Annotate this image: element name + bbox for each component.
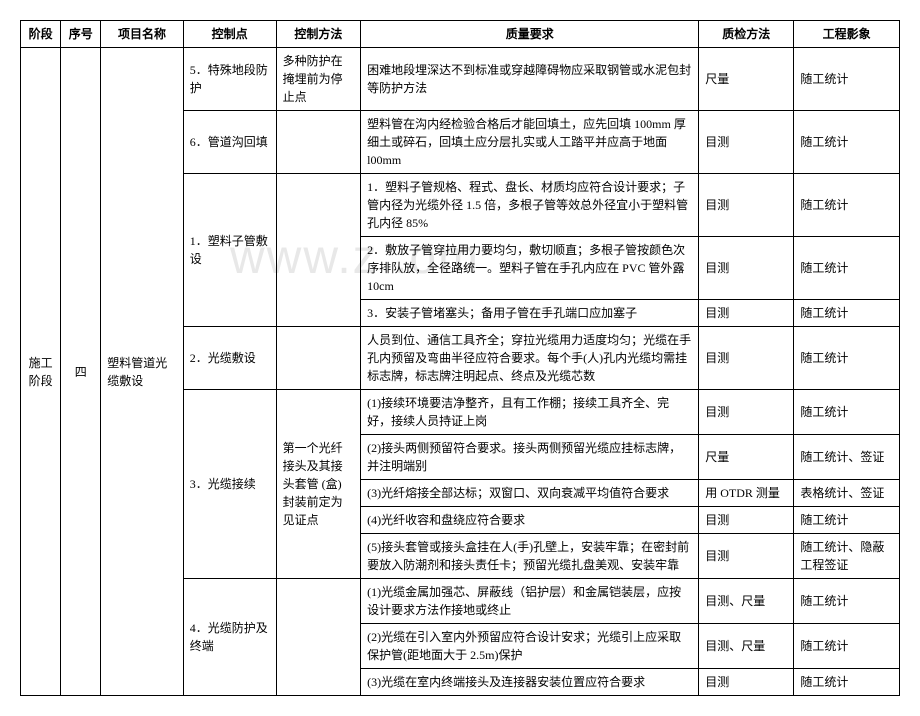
inspect-cell: 尺量: [699, 48, 794, 111]
ctrl-point-cell: 3．光缆接续: [183, 390, 276, 579]
project-cell: 随工统计: [794, 507, 900, 534]
ctrl-point-cell: 5．特殊地段防护: [183, 48, 276, 111]
quality-cell: 困难地段埋深达不到标准或穿越障碍物应采取钢管或水泥包封等防护方法: [361, 48, 699, 111]
project-cell: 随工统计: [794, 300, 900, 327]
inspect-cell: 目测: [699, 534, 794, 579]
quality-cell: (2)光缆在引入室内外预留应符合设计安求；光缆引上应采取保护管(距地面大于 2.…: [361, 624, 699, 669]
quality-cell: (3)光纤熔接全部达标；双窗口、双向衰减平均值符合要求: [361, 480, 699, 507]
inspect-cell: 目测: [699, 174, 794, 237]
project-cell: 表格统计、签证: [794, 480, 900, 507]
inspect-cell: 目测: [699, 237, 794, 300]
quality-cell: 人员到位、通信工具齐全；穿拉光缆用力适度均匀；光缆在手孔内预留及弯曲半径应符合要…: [361, 327, 699, 390]
quality-cell: (2)接头两侧预留符合要求。接头两侧预留光缆应挂标志牌，并注明端别: [361, 435, 699, 480]
project-cell: 随工统计: [794, 390, 900, 435]
project-cell: 随工统计: [794, 327, 900, 390]
quality-cell: (5)接头套管或接头盒挂在人(手)孔壁上，安装牢靠；在密封前要放入防潮剂和接头责…: [361, 534, 699, 579]
project-cell: 随工统计: [794, 111, 900, 174]
item-cell: 塑料管道光缆敷设: [101, 48, 183, 696]
project-cell: 随工统计: [794, 48, 900, 111]
project-cell: 随工统计: [794, 579, 900, 624]
inspect-cell: 目测、尺量: [699, 624, 794, 669]
table-row: 施工阶段 四 塑料管道光缆敷设 5．特殊地段防护 多种防护在掩埋前为停止点 困难…: [21, 48, 900, 111]
ctrl-method-cell: 第一个光纤接头及其接头套管 (盒) 封装前定为见证点: [276, 390, 361, 579]
ctrl-method-cell: [276, 174, 361, 327]
inspect-cell: 目测: [699, 327, 794, 390]
ctrl-point-cell: 4．光缆防护及终端: [183, 579, 276, 696]
quality-cell: 塑料管在沟内经检验合格后才能回填土，应先回填 100mm 厚细土或碎石，回填土应…: [361, 111, 699, 174]
quality-cell: (1)光缆金属加强芯、屏蔽线（铝护层）和金属铠装层，应按设计要求方法作接地或终止: [361, 579, 699, 624]
inspect-cell: 用 OTDR 测量: [699, 480, 794, 507]
quality-cell: 1．塑料子管规格、程式、盘长、材质均应符合设计要求；子管内径为光缆外径 1.5 …: [361, 174, 699, 237]
header-ctrl-point: 控制点: [183, 21, 276, 48]
ctrl-method-cell: 多种防护在掩埋前为停止点: [276, 48, 361, 111]
quality-control-table: 阶段 序号 项目名称 控制点 控制方法 质量要求 质检方法 工程影象 施工阶段 …: [20, 20, 900, 696]
header-project: 工程影象: [794, 21, 900, 48]
header-row: 阶段 序号 项目名称 控制点 控制方法 质量要求 质检方法 工程影象: [21, 21, 900, 48]
ctrl-method-cell: [276, 579, 361, 696]
header-inspect: 质检方法: [699, 21, 794, 48]
inspect-cell: 目测: [699, 507, 794, 534]
inspect-cell: 尺量: [699, 435, 794, 480]
project-cell: 随工统计: [794, 237, 900, 300]
ctrl-method-cell: [276, 327, 361, 390]
ctrl-point-cell: 2．光缆敷设: [183, 327, 276, 390]
quality-cell: (4)光纤收容和盘绕应符合要求: [361, 507, 699, 534]
quality-cell: (3)光缆在室内终端接头及连接器安装位置应符合要求: [361, 669, 699, 696]
header-stage: 阶段: [21, 21, 61, 48]
quality-cell: 2．敷放子管穿拉用力要均匀，敷切顺直；多根子管按颜色次序排队放，全径路统一。塑料…: [361, 237, 699, 300]
seq-cell: 四: [61, 48, 101, 696]
inspect-cell: 目测: [699, 669, 794, 696]
stage-cell: 施工阶段: [21, 48, 61, 696]
inspect-cell: 目测: [699, 111, 794, 174]
project-cell: 随工统计: [794, 174, 900, 237]
inspect-cell: 目测: [699, 300, 794, 327]
inspect-cell: 目测: [699, 390, 794, 435]
ctrl-method-cell: [276, 111, 361, 174]
project-cell: 随工统计、隐蔽工程签证: [794, 534, 900, 579]
ctrl-point-cell: 6．管道沟回填: [183, 111, 276, 174]
project-cell: 随工统计、签证: [794, 435, 900, 480]
header-quality: 质量要求: [361, 21, 699, 48]
header-ctrl-method: 控制方法: [276, 21, 361, 48]
project-cell: 随工统计: [794, 669, 900, 696]
header-seq: 序号: [61, 21, 101, 48]
header-item: 项目名称: [101, 21, 183, 48]
inspect-cell: 目测、尺量: [699, 579, 794, 624]
project-cell: 随工统计: [794, 624, 900, 669]
ctrl-point-cell: 1．塑料子管敷设: [183, 174, 276, 327]
quality-cell: 3．安装子管堵塞头；备用子管在手孔端口应加塞子: [361, 300, 699, 327]
quality-cell: (1)接续环境要洁净整齐，且有工作棚；接续工具齐全、完好，接续人员持证上岗: [361, 390, 699, 435]
